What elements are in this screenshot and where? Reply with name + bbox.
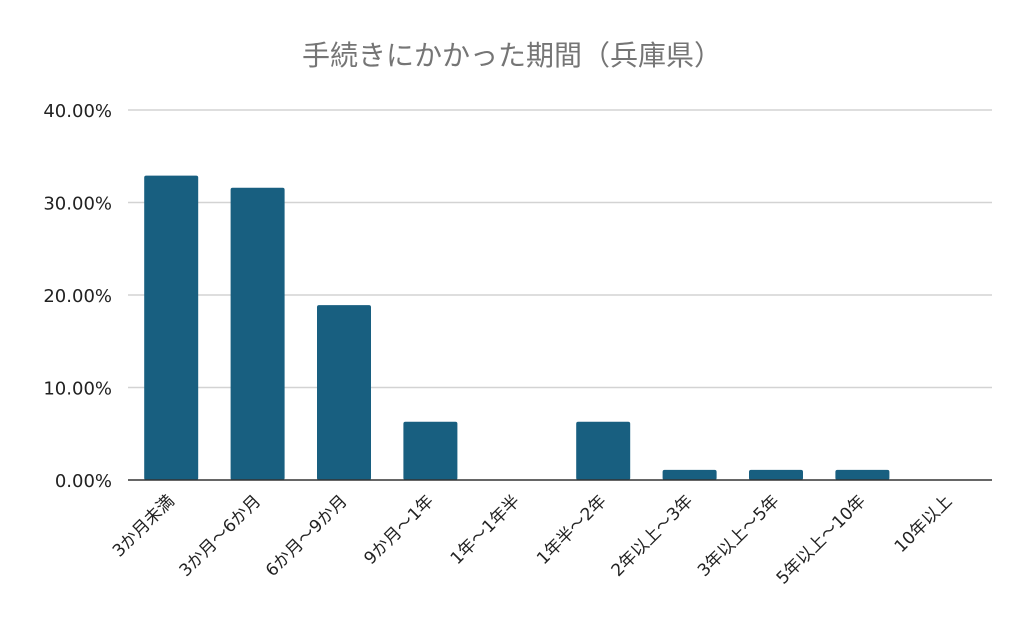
x-tick-label: 1年半～2年: [533, 491, 611, 569]
chart-title: 手続きにかかった期間（兵庫県）: [301, 39, 722, 72]
bar: [403, 421, 458, 480]
y-tick-label: 40.00%: [43, 101, 112, 122]
bar: [835, 469, 890, 480]
x-tick-label: 6か月～9か月: [262, 491, 352, 581]
x-tick-label: 1年～1年半: [447, 491, 525, 569]
x-tick-label: 2年以上～3年: [608, 491, 698, 581]
bar: [749, 469, 803, 480]
y-tick-label: 30.00%: [43, 194, 112, 215]
x-tick-label: 3か月未満: [109, 491, 179, 561]
y-tick-label: 0.00%: [55, 471, 112, 492]
x-tick-label: 9か月～1年: [360, 491, 438, 569]
x-tick-label: 3か月～6か月: [176, 491, 266, 581]
x-tick-label: 10年以上: [891, 491, 957, 557]
x-tick-label: 3年以上～5年: [694, 491, 784, 581]
y-tick-label: 10.00%: [43, 379, 112, 400]
bar: [317, 305, 371, 480]
y-tick-label: 20.00%: [43, 286, 112, 307]
bar: [576, 421, 631, 480]
bar: [144, 175, 199, 481]
x-tick-label: 5年以上～10年: [773, 491, 870, 588]
bar: [230, 187, 285, 480]
bar: [662, 469, 717, 480]
